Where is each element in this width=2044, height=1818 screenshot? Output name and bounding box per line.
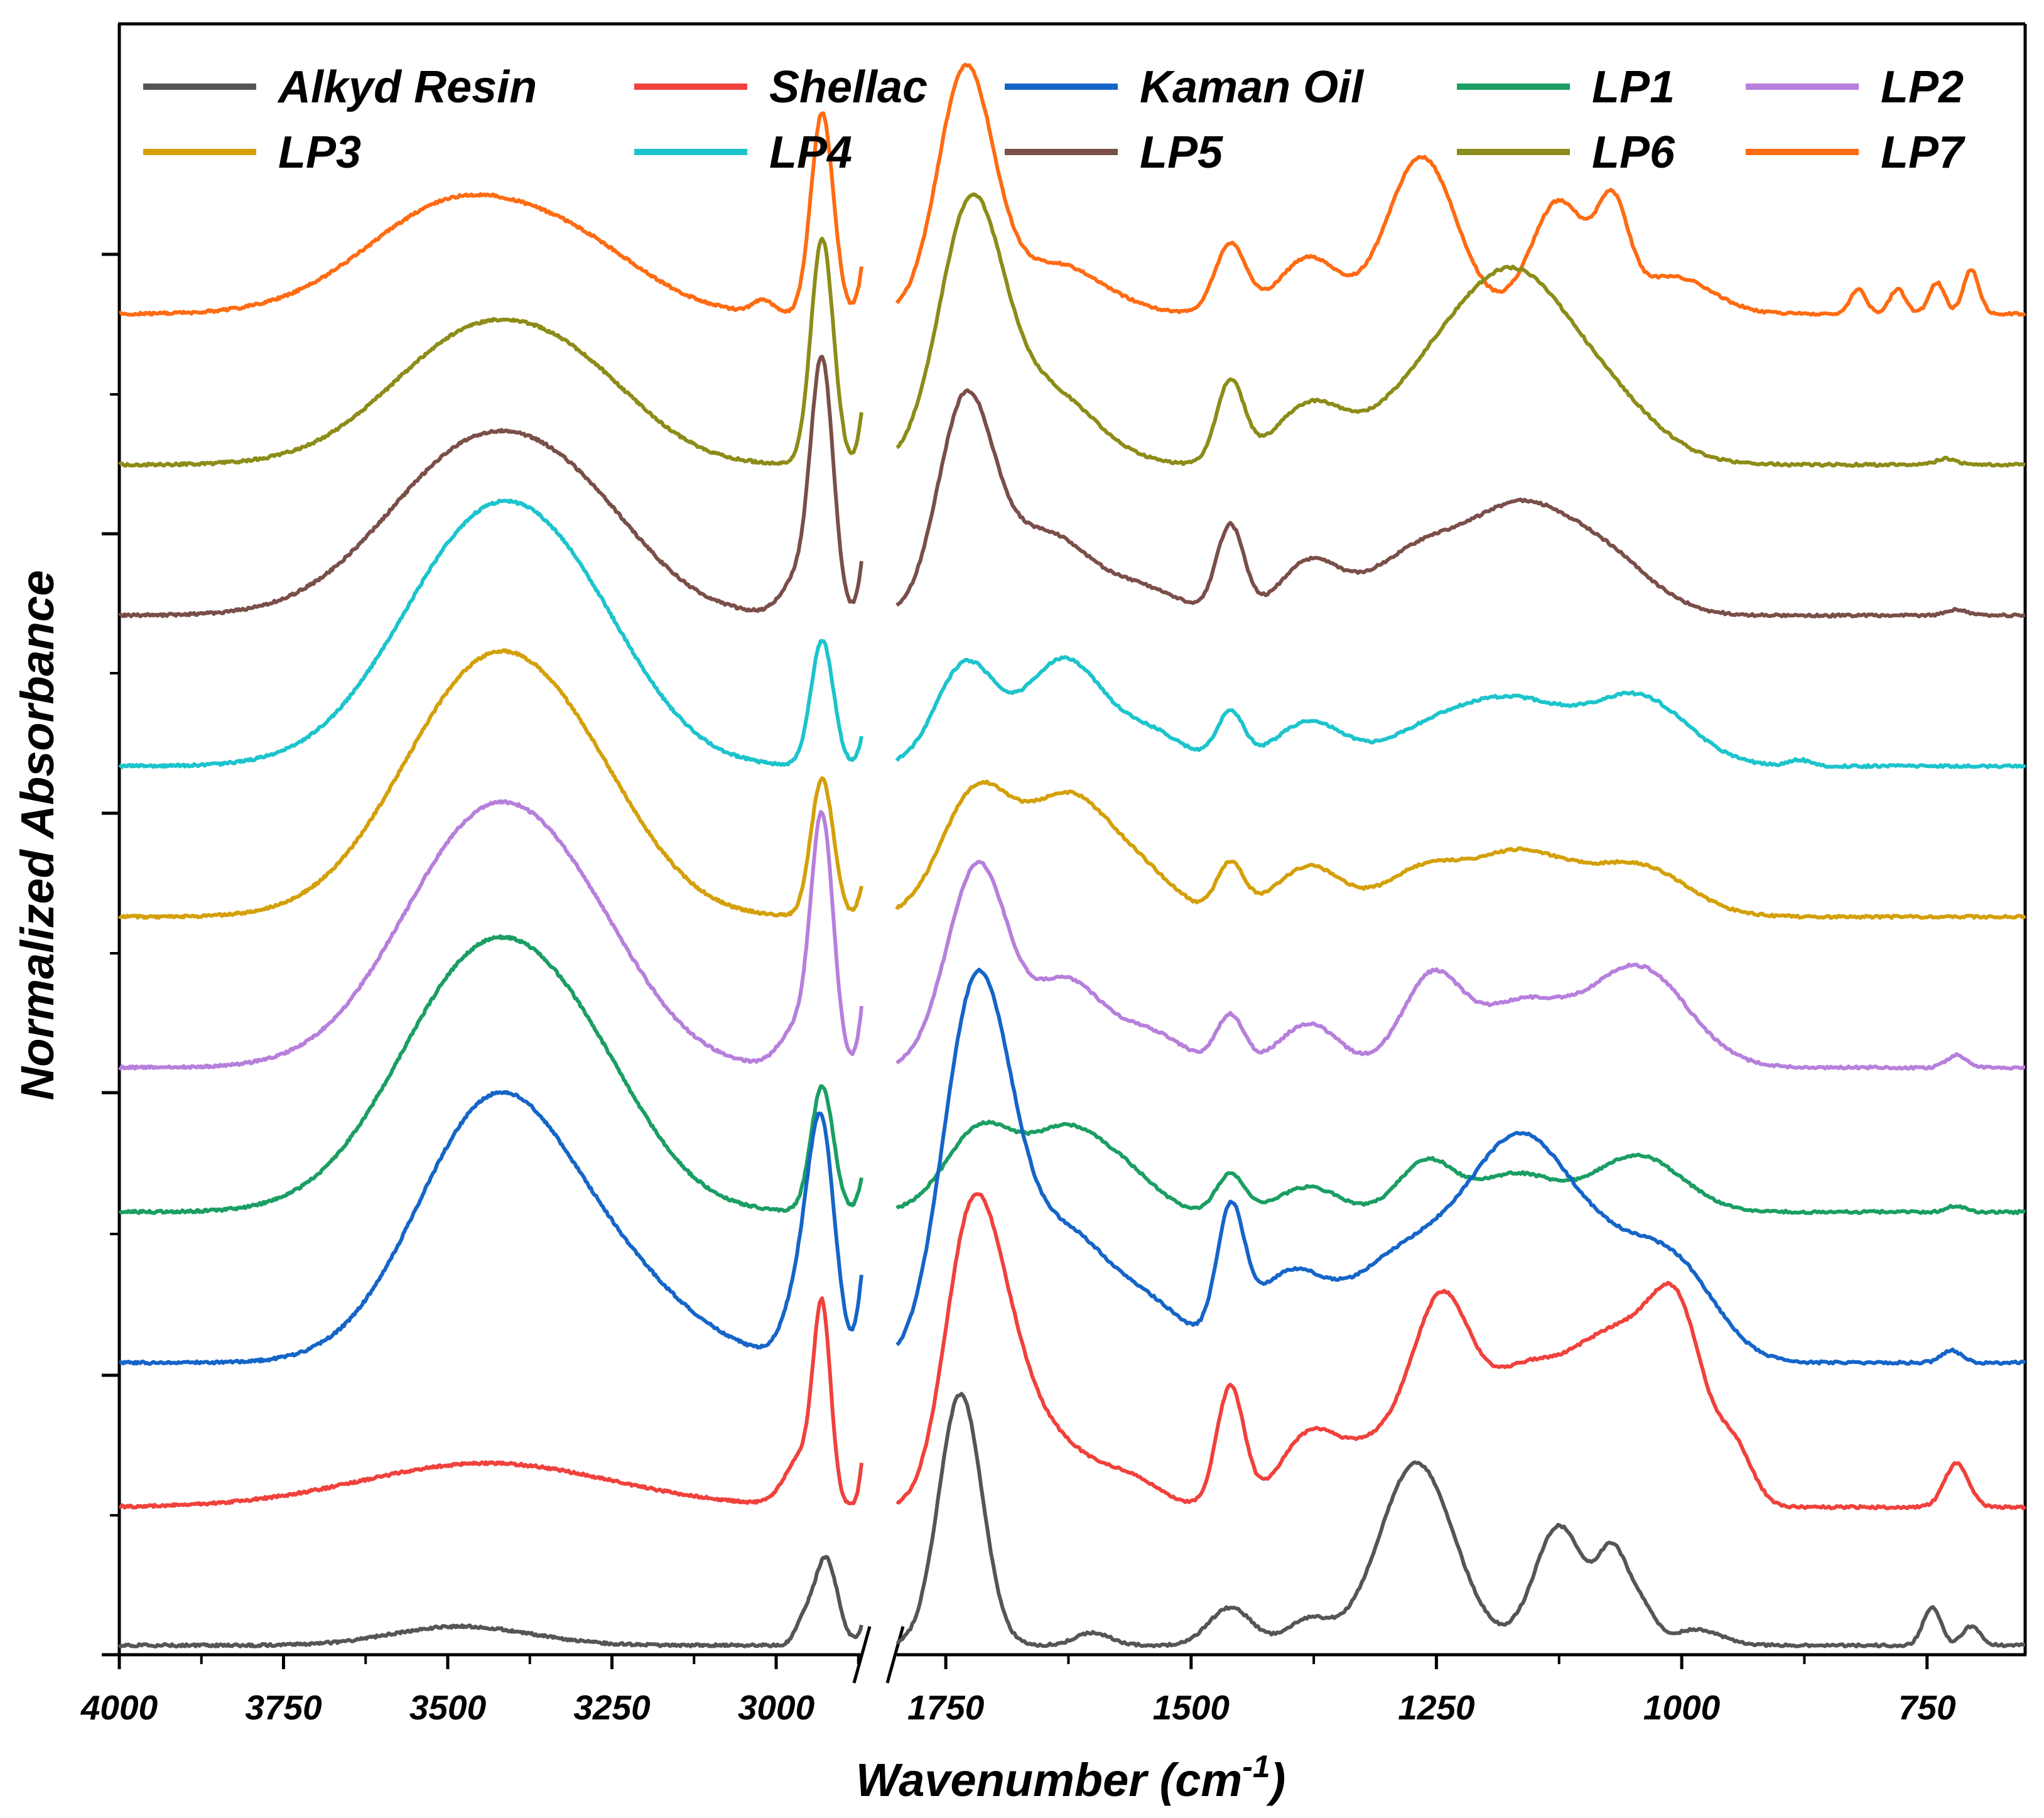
series-line-lp2: [118, 799, 863, 1071]
x-axis-title-main: Wavenumber (cm: [856, 1754, 1243, 1806]
x-tick-label: 1250: [1398, 1688, 1475, 1727]
series-line-alkyd-resin: [895, 1392, 2026, 1648]
legend-label-alkyd-resin: Alkyd Resin: [277, 62, 537, 112]
series-line-lp5: [895, 388, 2026, 619]
x-tick-label: 3750: [245, 1688, 322, 1727]
x-axis-title-superscript: -1: [1242, 1749, 1270, 1784]
y-axis-ticks: [102, 252, 119, 1657]
series-line-lp3: [118, 648, 863, 920]
series-line-lp3: [895, 779, 2026, 920]
x-tick-label: 1500: [1153, 1688, 1230, 1727]
series-line-lp6: [118, 236, 863, 468]
legend-label-kaman-oil: Kaman Oil: [1140, 62, 1365, 112]
legend-label-lp2: LP2: [1881, 62, 1964, 112]
x-axis-ticks: 4000 3750 3500 3250 3000 1750 1500 1250 1000 750: [80, 1655, 1956, 1727]
x-tick-label: 3500: [409, 1688, 487, 1727]
x-axis-title: Wavenumber (cm-1): [856, 1749, 1286, 1806]
y-axis-title: Normalized Absorbance: [11, 570, 63, 1100]
series-line-lp5: [118, 355, 863, 619]
legend-label-lp4: LP4: [769, 127, 852, 178]
legend-label-lp5: LP5: [1140, 127, 1223, 178]
x-tick-label: 750: [1898, 1688, 1956, 1727]
series-line-kaman-oil: [895, 968, 2026, 1366]
x-tick-label: 1000: [1643, 1688, 1721, 1727]
series-line-lp1: [895, 1120, 2026, 1215]
series-layer: [117, 62, 2027, 1648]
legend-label-shellac: Shellac: [769, 62, 927, 112]
series-line-lp1: [118, 934, 863, 1215]
series-line-alkyd-resin: [117, 1555, 863, 1648]
series-line-lp4: [895, 655, 2026, 769]
series-line-lp7: [119, 111, 863, 317]
series-line-lp4: [118, 498, 863, 769]
legend: Alkyd Resin Shellac Kaman Oil LP1 LP2 LP3 LP4 L…: [143, 62, 1966, 178]
x-tick-label: 3000: [738, 1688, 815, 1727]
series-line-shellac: [895, 1192, 2027, 1510]
series-line-lp2: [895, 860, 2026, 1071]
series-line-lp7: [895, 62, 2026, 317]
x-tick-label: 4000: [80, 1688, 158, 1727]
legend-label-lp1: LP1: [1592, 62, 1675, 112]
legend-label-lp3: LP3: [278, 127, 361, 178]
axis-break-mark-1: [852, 1626, 872, 1684]
legend-label-lp6: LP6: [1592, 127, 1675, 178]
legend-label-lp7: LP7: [1881, 127, 1966, 178]
x-tick-label: 1750: [907, 1688, 985, 1727]
series-line-lp6: [895, 192, 2026, 468]
axis-break-mark-2: [885, 1626, 905, 1684]
series-line-kaman-oil: [119, 1090, 863, 1366]
series-line-shellac: [119, 1296, 863, 1510]
x-tick-label: 3250: [573, 1688, 651, 1727]
